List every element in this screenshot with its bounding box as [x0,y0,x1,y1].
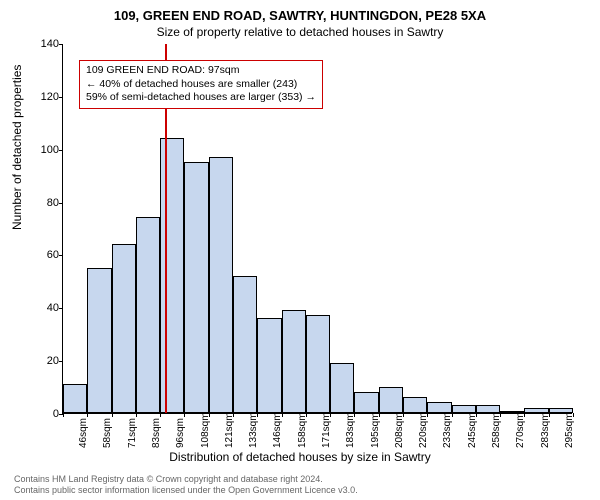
x-tick-mark [427,413,428,417]
histogram-bar [379,387,403,413]
x-tick-label: 133sqm [248,412,259,448]
y-axis-label: Number of detached properties [10,65,24,230]
x-tick-mark [330,413,331,417]
x-tick-mark [184,413,185,417]
histogram-bar [87,268,111,413]
x-tick-label: 295sqm [564,412,575,448]
x-tick-mark [160,413,161,417]
x-tick-mark [379,413,380,417]
y-tick-label: 100 [29,144,59,156]
credit-line: Contains HM Land Registry data © Crown c… [14,474,358,485]
credit-line: Contains public sector information licen… [14,485,358,496]
x-tick-mark [282,413,283,417]
x-tick-label: 71sqm [127,418,138,448]
x-tick-label: 233sqm [442,412,453,448]
y-tick-label: 140 [29,38,59,50]
x-tick-label: 195sqm [370,412,381,448]
histogram-bar [112,244,136,413]
histogram-bar [184,162,208,413]
x-tick-label: 171sqm [321,412,332,448]
annotation-line: 109 GREEN END ROAD: 97sqm [86,64,316,78]
x-tick-mark [63,413,64,417]
x-tick-label: 208sqm [394,412,405,448]
histogram-bar [330,363,354,413]
x-tick-mark [233,413,234,417]
x-tick-label: 121sqm [224,412,235,448]
x-tick-label: 245sqm [467,412,478,448]
y-tick-label: 60 [29,249,59,261]
histogram-chart: 02040608010012014046sqm58sqm71sqm83sqm96… [62,44,572,414]
x-tick-mark [209,413,210,417]
x-tick-mark [549,413,550,417]
x-tick-label: 258sqm [491,412,502,448]
histogram-bar [257,318,281,413]
annotation-box: 109 GREEN END ROAD: 97sqm← 40% of detach… [79,60,323,109]
histogram-bar [160,138,184,413]
x-tick-label: 183sqm [345,412,356,448]
y-tick-mark [59,361,63,362]
histogram-bar [306,315,330,413]
x-tick-mark [573,413,574,417]
x-tick-mark [354,413,355,417]
x-axis-label: Distribution of detached houses by size … [0,450,600,464]
histogram-bar [209,157,233,413]
x-tick-mark [452,413,453,417]
x-tick-mark [403,413,404,417]
y-tick-label: 80 [29,197,59,209]
histogram-bar [63,384,87,413]
x-tick-label: 46sqm [78,418,89,448]
y-tick-mark [59,308,63,309]
x-tick-label: 96sqm [175,418,186,448]
x-tick-label: 108sqm [200,412,211,448]
x-tick-label: 283sqm [540,412,551,448]
page-title: 109, GREEN END ROAD, SAWTRY, HUNTINGDON,… [0,8,600,23]
x-tick-mark [136,413,137,417]
x-tick-mark [87,413,88,417]
x-tick-label: 83sqm [151,418,162,448]
annotation-line: 59% of semi-detached houses are larger (… [86,91,316,105]
y-tick-mark [59,203,63,204]
x-tick-label: 220sqm [418,412,429,448]
subtitle: Size of property relative to detached ho… [0,25,600,39]
x-tick-mark [306,413,307,417]
y-tick-mark [59,44,63,45]
histogram-bar [427,402,451,413]
x-tick-mark [257,413,258,417]
y-tick-mark [59,255,63,256]
x-tick-label: 146sqm [272,412,283,448]
histogram-bar [354,392,378,413]
histogram-bar [403,397,427,413]
x-tick-mark [524,413,525,417]
histogram-bar [282,310,306,413]
y-tick-label: 0 [29,408,59,420]
y-tick-mark [59,97,63,98]
annotation-line: ← 40% of detached houses are smaller (24… [86,78,316,92]
histogram-bar [136,217,160,413]
y-tick-label: 40 [29,302,59,314]
y-tick-mark [59,150,63,151]
x-tick-mark [476,413,477,417]
x-tick-label: 158sqm [297,412,308,448]
x-tick-mark [112,413,113,417]
y-tick-label: 120 [29,91,59,103]
y-tick-label: 20 [29,355,59,367]
x-tick-label: 58sqm [102,418,113,448]
x-tick-label: 270sqm [515,412,526,448]
histogram-bar [233,276,257,413]
credit-text: Contains HM Land Registry data © Crown c… [14,474,358,497]
x-tick-mark [500,413,501,417]
